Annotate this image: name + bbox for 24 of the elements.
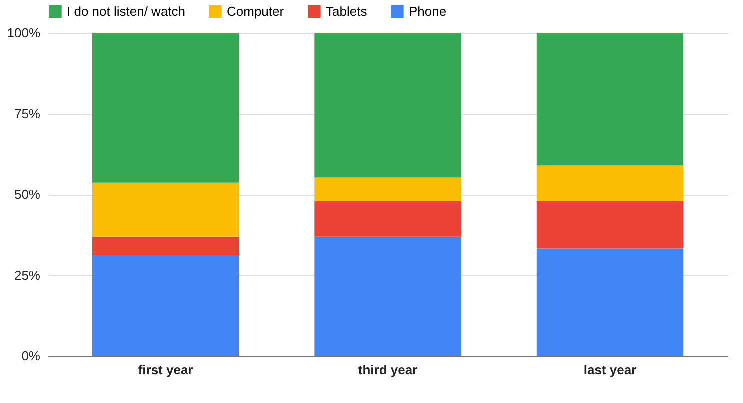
bar (92, 255, 240, 356)
x-tick-label: third year (358, 362, 418, 378)
y-tick-label: 25% (14, 268, 41, 283)
bar (92, 236, 240, 256)
y-tick-label: 50% (14, 187, 41, 202)
legend-label: Computer (227, 4, 285, 19)
y-tick-label: 100% (7, 26, 41, 40)
bar (314, 201, 462, 237)
bar (92, 33, 240, 183)
legend-label: Tablets (326, 4, 368, 19)
legend-label: I do not listen/ watch (67, 4, 186, 19)
bar (536, 33, 684, 166)
bar (536, 166, 684, 202)
y-tick-label: 75% (14, 106, 41, 122)
x-tick-label: last year (584, 362, 637, 378)
bar (536, 201, 684, 249)
bar (92, 182, 240, 237)
bar (314, 33, 462, 178)
bar (314, 236, 462, 356)
bar (536, 248, 684, 356)
legend-label: Phone (409, 4, 447, 19)
x-tick-label: first year (138, 362, 194, 378)
y-tick-label: 0% (22, 348, 41, 364)
bar (314, 178, 462, 202)
